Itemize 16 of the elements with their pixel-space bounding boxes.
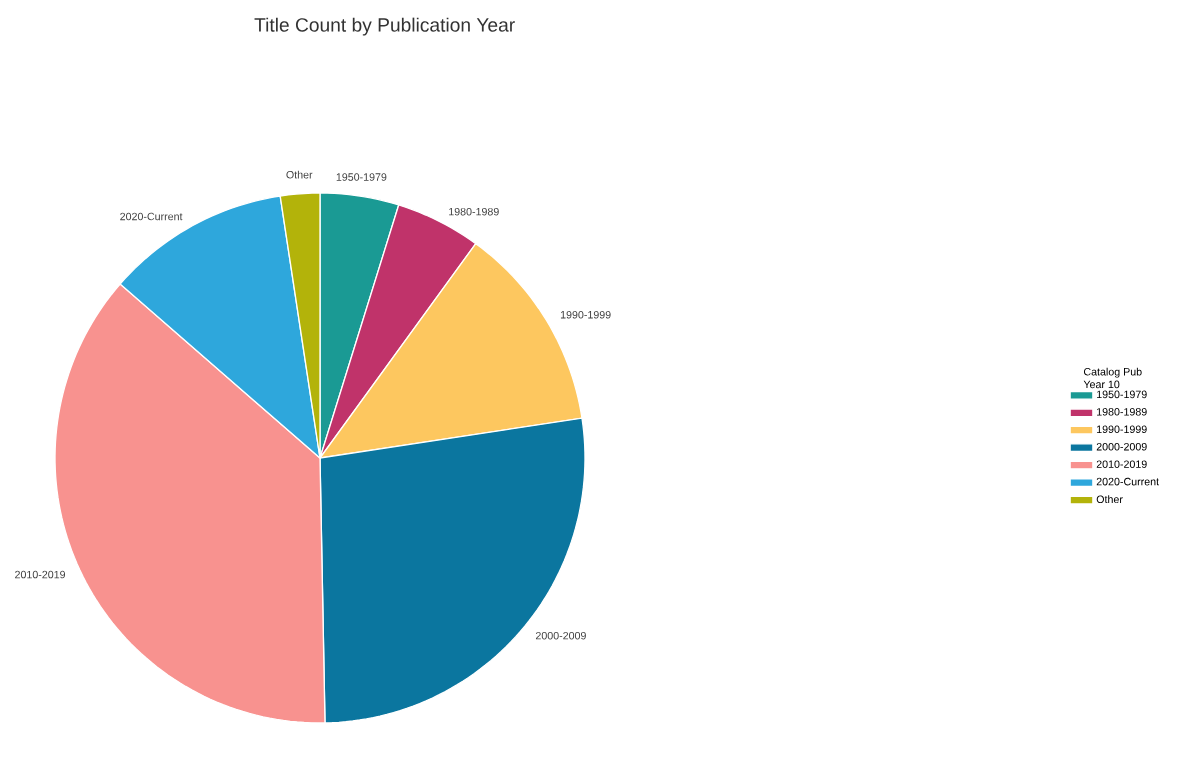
legend-label: 1990-1999 <box>1097 425 1147 434</box>
legend-label: 2000-2009 <box>1096 442 1147 451</box>
legend-label: Other <box>1096 495 1123 504</box>
slice-label: 1990-1999 <box>560 310 611 319</box>
slice-label: 2000-2009 <box>535 631 586 640</box>
slice-label: 2020-Current <box>120 212 183 221</box>
legend-title: Catalog Pub Year 10 <box>1083 367 1142 389</box>
slice-label: 2010-2019 <box>15 570 66 579</box>
legend-label: 1950-1979 <box>1097 390 1147 399</box>
slice-label: 1980-1989 <box>449 207 499 216</box>
slice-label: Other <box>286 170 313 179</box>
chart-title: Title Count by Publication Year <box>254 17 515 36</box>
legend-label: 2010-2019 <box>1096 460 1147 468</box>
legend-label: 1980-1989 <box>1097 408 1147 416</box>
legend-label: 2020-Current <box>1096 477 1159 486</box>
slice-label: 1950-1979 <box>336 173 387 181</box>
